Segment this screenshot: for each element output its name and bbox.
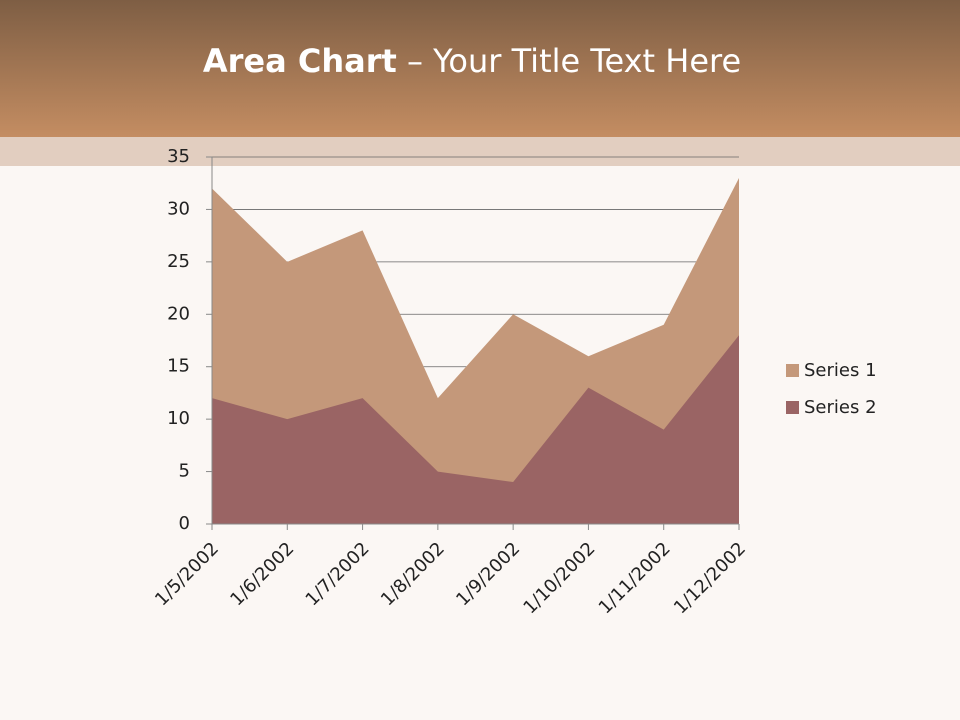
title-rest: – Your Title Text Here	[407, 42, 741, 80]
y-tick-label: 35	[167, 146, 190, 167]
y-tick-label: 10	[167, 408, 190, 429]
y-tick-label: 20	[167, 303, 190, 324]
y-tick-label: 15	[167, 356, 190, 377]
legend-label: Series 1	[804, 360, 877, 381]
area	[212, 335, 739, 524]
y-tick-label: 5	[179, 461, 190, 482]
header-band	[0, 0, 960, 137]
legend-label: Series 2	[804, 397, 877, 418]
y-tick-label: 25	[167, 251, 190, 272]
legend-swatch	[786, 364, 799, 377]
y-tick-label: 30	[167, 198, 190, 219]
y-tick-label: 0	[179, 513, 190, 534]
legend-swatch	[786, 401, 799, 414]
title-bold: Area Chart	[203, 42, 397, 80]
slide-title: Area Chart – Your Title Text Here	[203, 42, 741, 80]
sub-band	[0, 137, 960, 166]
